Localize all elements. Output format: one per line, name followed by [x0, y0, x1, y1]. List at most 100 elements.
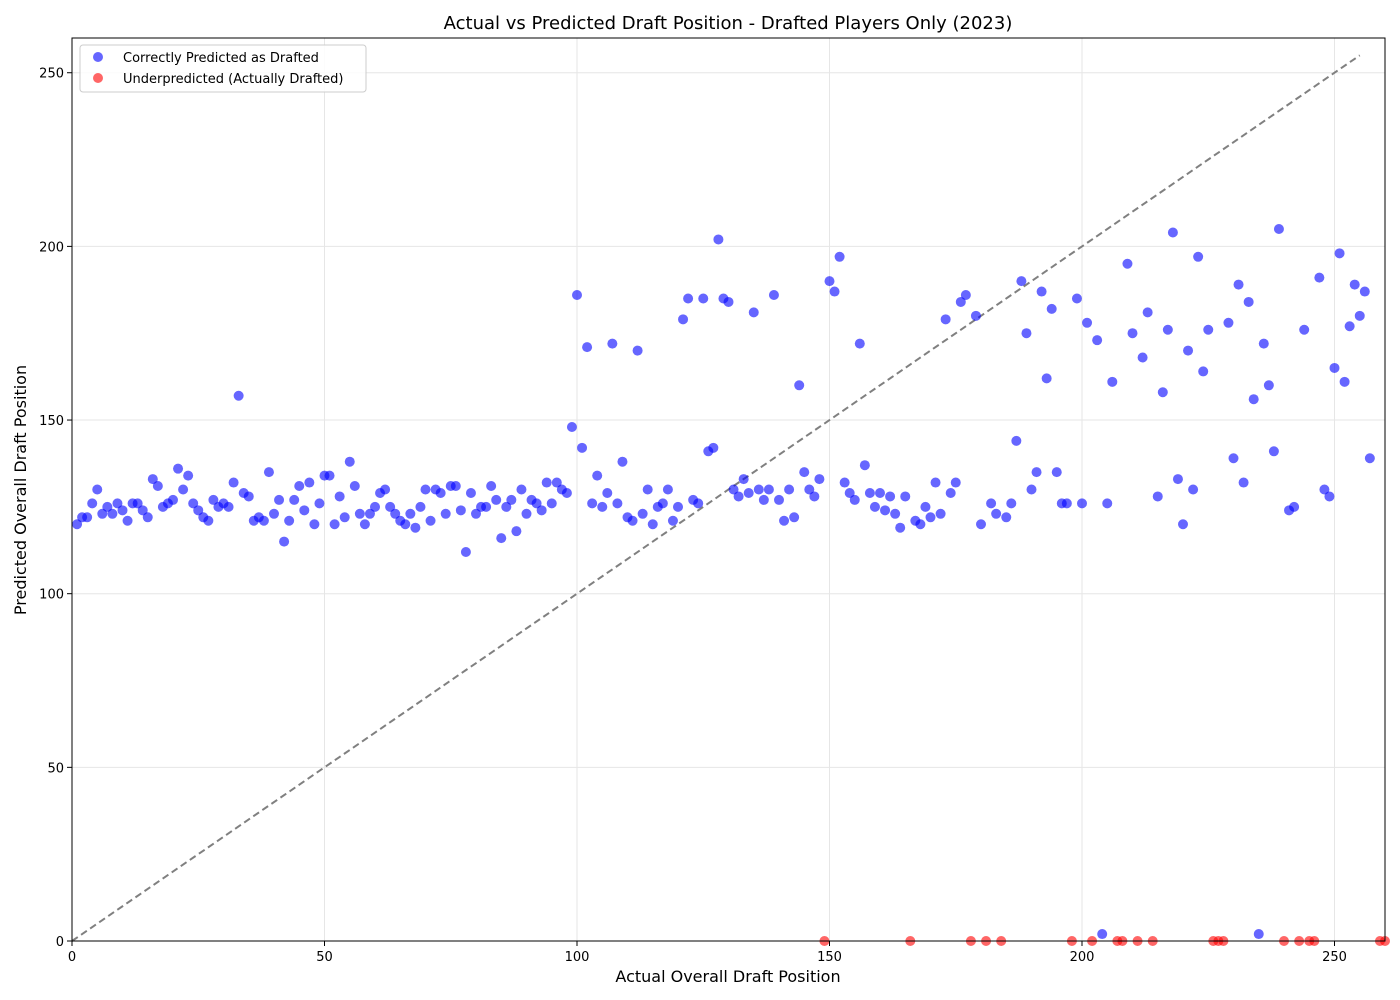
legend-label-underpredicted: Underpredicted (Actually Drafted) — [123, 72, 343, 87]
data-point-correctly-predicted — [1127, 328, 1138, 339]
data-point-correctly-predicted — [849, 494, 860, 505]
data-point-correctly-predicted — [612, 498, 623, 509]
data-point-correctly-predicted — [1188, 484, 1199, 495]
data-point-correctly-predicted — [1193, 251, 1204, 262]
data-point-correctly-predicted — [758, 494, 769, 505]
legend-label-drafted: Correctly Predicted as Drafted — [123, 51, 319, 66]
data-point-correctly-predicted — [970, 310, 981, 321]
data-point-correctly-predicted — [976, 519, 986, 530]
data-point-correctly-predicted — [107, 508, 118, 519]
data-point-correctly-predicted — [728, 484, 739, 495]
data-point-correctly-predicted — [657, 498, 668, 509]
data-point-correctly-predicted — [642, 484, 653, 495]
data-point-correctly-predicted — [87, 498, 98, 509]
x-tick-label: 200 — [1070, 950, 1095, 965]
data-point-correctly-predicted — [566, 421, 577, 432]
data-point-correctly-predicted — [768, 290, 779, 301]
x-tick-label: 100 — [565, 950, 590, 965]
data-point-correctly-predicted — [885, 491, 896, 502]
data-point-correctly-predicted — [481, 501, 492, 512]
data-point-correctly-predicted — [410, 522, 421, 533]
chart-title: Actual vs Predicted Draft Position - Dra… — [444, 13, 1013, 34]
data-point-correctly-predicted — [678, 314, 689, 325]
data-point-correctly-predicted — [425, 515, 436, 526]
data-point-correctly-predicted — [289, 494, 300, 505]
data-point-correctly-predicted — [233, 390, 244, 401]
data-point-correctly-predicted — [632, 345, 643, 356]
data-point-correctly-predicted — [314, 498, 325, 509]
data-point-correctly-predicted — [1137, 352, 1148, 363]
data-point-correctly-predicted — [455, 505, 466, 516]
data-point-correctly-predicted — [1178, 519, 1188, 530]
y-tick-label: 100 — [39, 588, 64, 603]
data-point-correctly-predicted — [738, 474, 749, 485]
data-point-correctly-predicted — [804, 484, 815, 495]
data-point-correctly-predicted — [708, 442, 719, 453]
data-point-correctly-predicted — [1011, 435, 1022, 446]
data-point-correctly-predicted — [789, 512, 800, 523]
data-point-correctly-predicted — [1097, 929, 1108, 940]
data-point-correctly-predicted — [935, 508, 946, 519]
data-point-correctly-predicted — [491, 494, 502, 505]
data-point-correctly-predicted — [339, 512, 350, 523]
data-point-correctly-predicted — [1289, 501, 1300, 512]
legend: Correctly Predicted as Drafted Underpred… — [79, 44, 367, 93]
data-point-correctly-predicted — [183, 470, 194, 481]
data-point-correctly-predicted — [1334, 248, 1345, 259]
data-point-correctly-predicted — [587, 498, 598, 509]
data-point-correctly-predicted — [880, 505, 891, 516]
data-point-correctly-predicted — [986, 498, 997, 509]
data-point-correctly-predicted — [915, 519, 926, 530]
data-point-correctly-predicted — [698, 293, 709, 304]
data-point-correctly-predicted — [299, 505, 310, 516]
x-tick-label: 250 — [1322, 950, 1347, 965]
data-point-correctly-predicted — [380, 484, 391, 495]
y-tick-label: 0 — [56, 935, 64, 950]
data-point-correctly-predicted — [945, 487, 956, 498]
data-point-correctly-predicted — [1228, 453, 1239, 464]
data-point-correctly-predicted — [122, 515, 133, 526]
data-point-correctly-predicted — [602, 487, 613, 498]
data-point-correctly-predicted — [284, 515, 295, 526]
data-point-correctly-predicted — [1152, 491, 1163, 502]
data-point-correctly-predicted — [960, 290, 971, 301]
data-point-correctly-predicted — [112, 498, 123, 509]
data-point-correctly-predicted — [243, 491, 254, 502]
data-point-correctly-predicted — [1243, 296, 1254, 307]
data-point-correctly-predicted — [1364, 453, 1375, 464]
data-point-correctly-predicted — [1273, 224, 1284, 235]
data-point-correctly-predicted — [1142, 307, 1153, 318]
data-point-correctly-predicted — [435, 487, 446, 498]
data-point-correctly-predicted — [97, 508, 108, 519]
data-point-correctly-predicted — [486, 481, 497, 492]
legend-marker-underpredicted — [93, 73, 103, 83]
plot-area-frame — [71, 37, 1386, 942]
data-point-correctly-predicted — [173, 463, 184, 474]
data-point-correctly-predicted — [1107, 376, 1118, 387]
data-point-correctly-predicted — [324, 470, 335, 481]
y-axis-ticks: 0 50 100 150 200 250 — [39, 67, 72, 950]
data-point-correctly-predicted — [748, 307, 759, 318]
x-tick-label: 0 — [68, 950, 76, 965]
data-point-correctly-predicted — [779, 515, 790, 526]
data-point-correctly-predicted — [279, 536, 290, 547]
data-point-correctly-predicted — [1016, 276, 1027, 287]
data-point-correctly-predicted — [1248, 394, 1259, 405]
data-point-correctly-predicted — [1263, 380, 1274, 391]
data-point-correctly-predicted — [193, 505, 204, 516]
data-point-correctly-predicted — [627, 515, 638, 526]
data-point-correctly-predicted — [1268, 446, 1279, 457]
data-point-correctly-predicted — [188, 498, 199, 509]
data-point-correctly-predicted — [405, 508, 416, 519]
grid-lines — [71, 38, 1385, 942]
data-point-correctly-predicted — [385, 501, 396, 512]
data-point-correctly-predicted — [551, 477, 562, 488]
data-point-correctly-predicted — [370, 501, 380, 512]
data-point-correctly-predicted — [1253, 929, 1264, 940]
data-point-correctly-predicted — [824, 276, 835, 287]
data-point-correctly-predicted — [1046, 303, 1057, 314]
data-points — [72, 224, 1390, 946]
data-point-correctly-predicted — [829, 286, 840, 297]
x-tick-label: 50 — [316, 950, 333, 965]
data-point-correctly-predicted — [72, 519, 83, 530]
